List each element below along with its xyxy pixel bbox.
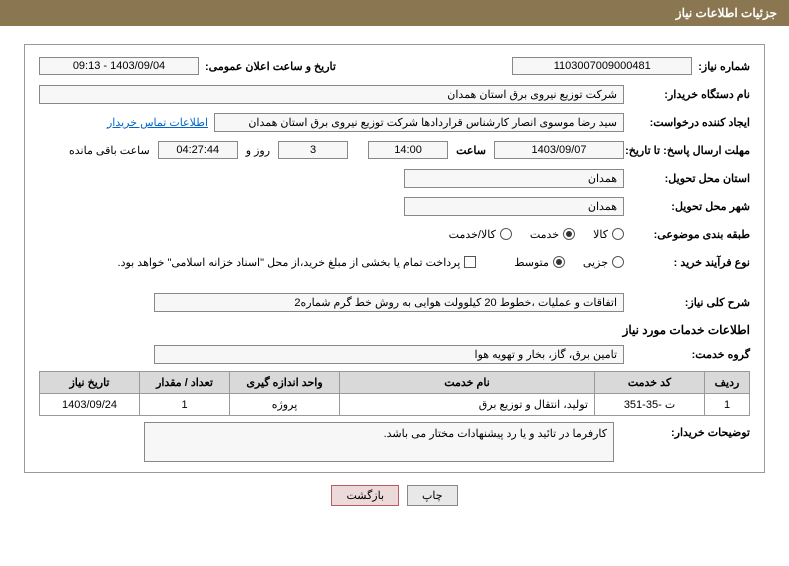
- print-button[interactable]: چاپ: [407, 485, 458, 506]
- table-row: 1 ت -35-351 تولید، انتقال و توزیع برق پر…: [40, 394, 750, 416]
- radio-goods-service-label: کالا/خدمت: [449, 228, 496, 241]
- th-code: کد خدمت: [595, 372, 705, 394]
- contact-link[interactable]: اطلاعات تماس خریدار: [107, 116, 208, 129]
- cell-date: 1403/09/24: [40, 394, 140, 416]
- th-date: تاریخ نیاز: [40, 372, 140, 394]
- requester-label: ایجاد کننده درخواست:: [630, 116, 750, 129]
- radio-service-label: خدمت: [530, 228, 559, 241]
- announce-value: 1403/09/04 - 09:13: [39, 57, 199, 75]
- radio-minor-circle: [612, 256, 624, 268]
- radio-minor-label: جزیی: [583, 256, 608, 269]
- deadline-label: مهلت ارسال پاسخ: تا تاریخ:: [630, 144, 750, 157]
- buyer-org-label: نام دستگاه خریدار:: [630, 88, 750, 101]
- cell-qty: 1: [140, 394, 230, 416]
- radio-service[interactable]: خدمت: [530, 228, 575, 241]
- th-qty: تعداد / مقدار: [140, 372, 230, 394]
- back-button[interactable]: بازگشت: [331, 485, 399, 506]
- services-table: ردیف کد خدمت نام خدمت واحد اندازه گیری ت…: [39, 371, 750, 416]
- page-header: جزئیات اطلاعات نیاز: [0, 0, 789, 26]
- city-value: همدان: [404, 197, 624, 216]
- cell-code: ت -35-351: [595, 394, 705, 416]
- deadline-date: 1403/09/07: [494, 141, 624, 159]
- announce-label: تاریخ و ساعت اعلان عمومی:: [205, 60, 336, 73]
- radio-goods-service[interactable]: کالا/خدمت: [449, 228, 512, 241]
- province-label: استان محل تحویل:: [630, 172, 750, 185]
- process-type-label: نوع فرآیند خرید :: [630, 256, 750, 269]
- service-group-value: تامین برق، گاز، بخار و تهویه هوا: [154, 345, 624, 364]
- time-label: ساعت: [456, 144, 486, 157]
- need-number-value: 1103007009000481: [512, 57, 692, 75]
- buyer-org-value: شرکت توزیع نیروی برق استان همدان: [39, 85, 624, 104]
- cell-name: تولید، انتقال و توزیع برق: [340, 394, 595, 416]
- details-form: شماره نیاز: 1103007009000481 تاریخ و ساع…: [24, 44, 765, 473]
- services-title: اطلاعات خدمات مورد نیاز: [39, 323, 750, 337]
- buyer-remarks-label: توضیحات خریدار:: [630, 422, 750, 439]
- payment-checkbox[interactable]: [464, 256, 476, 268]
- need-desc-value: اتفاقات و عملیات ،خطوط 20 کیلوولت هوایی …: [154, 293, 624, 312]
- th-unit: واحد اندازه گیری: [230, 372, 340, 394]
- page-title: جزئیات اطلاعات نیاز: [676, 6, 777, 20]
- city-label: شهر محل تحویل:: [630, 200, 750, 213]
- cell-unit: پروژه: [230, 394, 340, 416]
- requester-value: سید رضا موسوی انصار کارشناس قراردادها شر…: [214, 113, 624, 132]
- remaining-label: ساعت باقی مانده: [69, 144, 150, 157]
- radio-goods-circle: [612, 228, 624, 240]
- radio-minor[interactable]: جزیی: [583, 256, 624, 269]
- table-header-row: ردیف کد خدمت نام خدمت واحد اندازه گیری ت…: [40, 372, 750, 394]
- buyer-remarks-value: کارفرما در تائید و یا رد پیشنهادات مختار…: [144, 422, 614, 462]
- radio-goods-label: کالا: [593, 228, 608, 241]
- province-value: همدان: [404, 169, 624, 188]
- need-desc-label: شرح کلی نیاز:: [630, 296, 750, 309]
- deadline-time: 14:00: [368, 141, 448, 159]
- radio-service-circle: [563, 228, 575, 240]
- days-hours-sep: روز و: [246, 144, 270, 157]
- radio-goods[interactable]: کالا: [593, 228, 624, 241]
- days-value: 3: [278, 141, 348, 159]
- payment-note: پرداخت تمام یا بخشی از مبلغ خرید،از محل …: [118, 256, 461, 269]
- need-number-label: شماره نیاز:: [698, 60, 750, 73]
- th-row: ردیف: [705, 372, 750, 394]
- radio-medium-circle: [553, 256, 565, 268]
- radio-goods-service-circle: [500, 228, 512, 240]
- th-name: نام خدمت: [340, 372, 595, 394]
- countdown-value: 04:27:44: [158, 141, 238, 159]
- radio-medium-label: متوسط: [514, 256, 549, 269]
- radio-medium[interactable]: متوسط: [514, 256, 565, 269]
- cell-row: 1: [705, 394, 750, 416]
- category-label: طبقه بندی موضوعی:: [630, 228, 750, 241]
- service-group-label: گروه خدمت:: [630, 348, 750, 361]
